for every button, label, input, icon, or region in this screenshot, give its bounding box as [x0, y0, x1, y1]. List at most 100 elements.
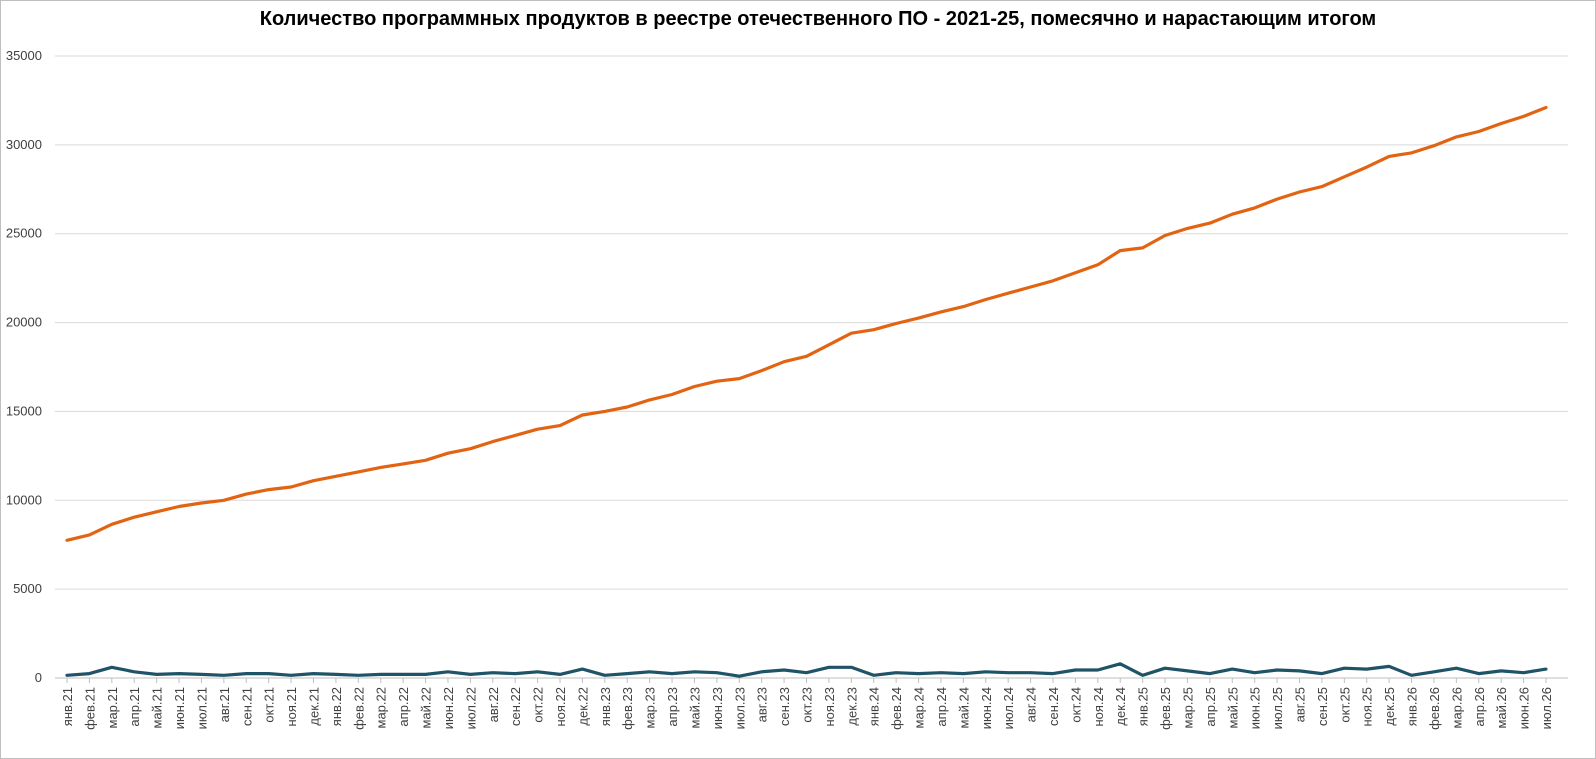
x-tick-label: июл.24	[1001, 687, 1016, 729]
data-point	[491, 671, 494, 674]
data-point	[693, 385, 696, 388]
data-point	[1477, 130, 1480, 133]
x-tick-label: ноя.25	[1360, 687, 1375, 727]
data-point	[827, 343, 830, 346]
x-tick-label: фев.26	[1427, 687, 1442, 730]
x-tick-label: июн.24	[979, 687, 994, 729]
data-point	[1410, 151, 1413, 154]
data-point	[850, 666, 853, 669]
x-tick-label: мар.25	[1180, 687, 1195, 728]
x-tick-label: фев.25	[1158, 687, 1173, 730]
x-tick-label: янв.24	[867, 687, 882, 726]
data-point	[1500, 122, 1503, 125]
data-point	[1096, 263, 1099, 266]
data-point	[1343, 667, 1346, 670]
x-tick-label: фев.21	[82, 687, 97, 730]
data-point	[178, 672, 181, 675]
data-point	[1365, 166, 1368, 169]
data-point	[1186, 669, 1189, 672]
data-point	[872, 328, 875, 331]
data-point	[155, 673, 158, 676]
data-point	[1455, 667, 1458, 670]
data-point	[1320, 672, 1323, 675]
data-point	[379, 673, 382, 676]
x-tick-label: мар.21	[105, 687, 120, 728]
data-point	[1208, 222, 1211, 225]
data-point	[1253, 671, 1256, 674]
data-point	[357, 674, 360, 677]
x-tick-label: окт.23	[800, 687, 815, 723]
x-tick-label: фев.22	[351, 687, 366, 730]
data-point	[1343, 175, 1346, 178]
data-point	[603, 410, 606, 413]
data-point	[895, 671, 898, 674]
x-tick-label: май.25	[1225, 687, 1240, 729]
data-point	[1052, 279, 1055, 282]
data-point	[178, 505, 181, 508]
x-tick-label: окт.24	[1068, 687, 1083, 723]
data-point	[693, 670, 696, 673]
data-point	[514, 672, 517, 675]
data-point	[760, 369, 763, 372]
x-tick-label: сен.22	[508, 687, 523, 726]
data-point	[1320, 185, 1323, 188]
data-point	[1500, 669, 1503, 672]
x-tick-label: окт.25	[1337, 687, 1352, 723]
x-tick-label: май.22	[419, 687, 434, 729]
x-tick-label: ноя.23	[822, 687, 837, 727]
x-tick-label: май.21	[150, 687, 165, 729]
x-tick-label: янв.23	[598, 687, 613, 726]
y-axis-ticks: 0 5000 10000 15000 20000 25000 30000 35000	[6, 48, 42, 685]
data-point	[1365, 668, 1368, 671]
data-point	[1164, 667, 1167, 670]
data-point	[133, 670, 136, 673]
data-point	[1522, 671, 1525, 674]
y-tick-label: 20000	[6, 315, 42, 330]
data-point	[984, 298, 987, 301]
data-point	[1231, 213, 1234, 216]
x-tick-label: май.24	[956, 687, 971, 729]
x-tick-label: сен.25	[1315, 687, 1330, 726]
x-tick-label: фев.24	[889, 687, 904, 730]
data-point	[1522, 115, 1525, 118]
data-point	[648, 398, 651, 401]
data-point	[1164, 234, 1167, 237]
x-tick-label: апр.24	[934, 687, 949, 727]
data-point	[312, 479, 315, 482]
y-tick-label: 25000	[6, 226, 42, 241]
data-point	[671, 672, 674, 675]
data-point	[917, 317, 920, 320]
data-point	[738, 675, 741, 678]
data-point	[1545, 668, 1548, 671]
x-tick-label: июл.22	[463, 687, 478, 729]
data-point	[626, 672, 629, 675]
data-point	[402, 462, 405, 465]
data-point	[469, 447, 472, 450]
x-tick-label: фев.23	[620, 687, 635, 730]
x-tick-label: дек.22	[575, 687, 590, 726]
data-point	[357, 470, 360, 473]
y-tick-label: 30000	[6, 137, 42, 152]
x-tick-label: дек.24	[1113, 687, 1128, 726]
data-point	[222, 674, 225, 677]
x-tick-label: апр.23	[665, 687, 680, 727]
x-tick-label: сен.21	[239, 687, 254, 726]
data-point	[245, 493, 248, 496]
x-tick-label: апр.21	[127, 687, 142, 727]
data-point	[738, 377, 741, 380]
data-point	[1298, 669, 1301, 672]
data-point	[1029, 286, 1032, 289]
data-point	[1074, 271, 1077, 274]
data-point	[559, 673, 562, 676]
data-point	[200, 673, 203, 676]
data-point	[222, 499, 225, 502]
x-tick-label: дек.21	[307, 687, 322, 726]
data-point	[267, 488, 270, 491]
data-point	[66, 674, 69, 677]
data-point	[1388, 155, 1391, 158]
data-point	[334, 475, 337, 478]
y-tick-label: 0	[35, 670, 42, 685]
data-point	[110, 523, 113, 526]
data-point	[850, 332, 853, 335]
monthly-series-line	[65, 662, 1548, 678]
